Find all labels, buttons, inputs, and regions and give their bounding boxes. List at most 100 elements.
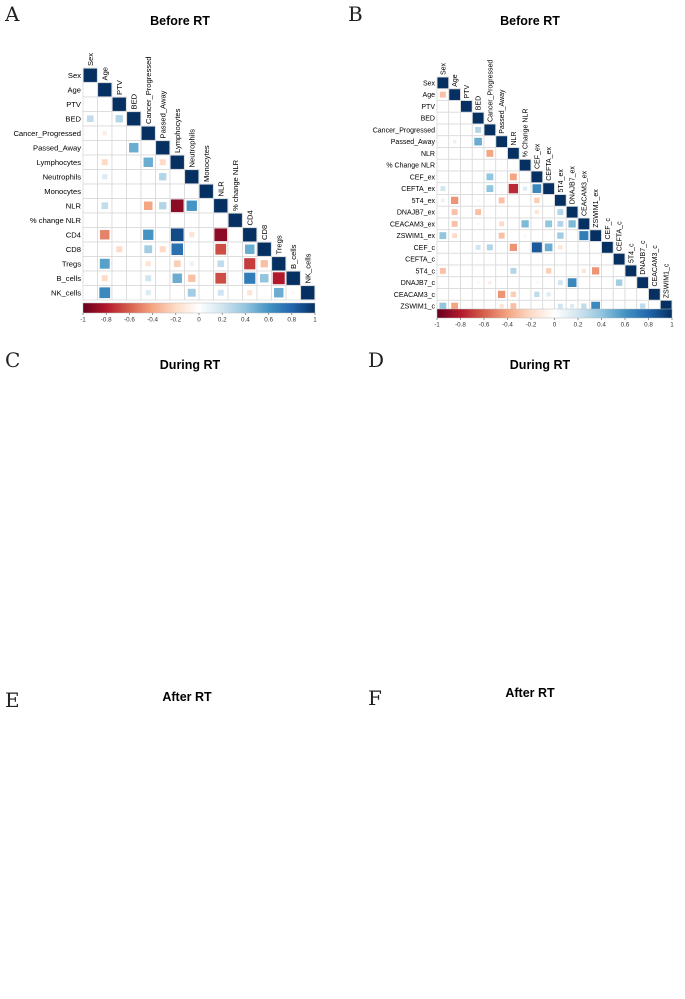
matrix-cell-outline (471, 229, 485, 242)
correlation-cell (439, 91, 446, 98)
correlation-cell (217, 289, 224, 296)
colorbar (82, 302, 316, 314)
row-label: NK_cells (51, 288, 81, 297)
correlation-cell (189, 232, 195, 238)
matrix-cell-outline (126, 285, 142, 301)
matrix-cell-outline (483, 252, 497, 266)
matrix-cell-outline (111, 212, 127, 228)
matrix-cell-outline (518, 288, 532, 301)
matrix-cell-outline (518, 205, 532, 219)
correlation-cell (102, 131, 107, 136)
correlation-cell (170, 199, 184, 213)
matrix-cell-outline (483, 288, 497, 301)
row-label: Passed_Away (391, 139, 436, 146)
correlation-cell (475, 244, 481, 250)
correlation-cell (215, 243, 227, 255)
matrix-cell-outline (436, 241, 450, 254)
correlation-cell (186, 200, 197, 211)
matrix-cell-outline (111, 169, 127, 185)
correlation-cell (545, 220, 553, 228)
correlation-cell (451, 302, 459, 310)
matrix-cell-outline (577, 276, 591, 289)
matrix-cell-outline (155, 183, 171, 199)
matrix-cell-outline (577, 288, 591, 301)
matrix-cell-outline (471, 288, 485, 301)
matrix-cell-outline (542, 229, 555, 242)
panel-letter: B (348, 2, 363, 26)
correlation-cell (568, 220, 576, 228)
correlation-cell (534, 210, 539, 215)
correlation-cell (115, 115, 123, 123)
column-label: ZSWIM1_c (664, 263, 671, 298)
matrix-cell-outline (111, 285, 127, 301)
row-label: BED (65, 114, 81, 123)
correlation-cell (173, 260, 181, 268)
colorbar-tick-label: -1 (80, 317, 86, 324)
colorbar-tick-label: -0.2 (170, 317, 181, 324)
panel-letter: C (5, 348, 21, 372)
matrix-cell-outline (495, 264, 508, 278)
matrix-cell-outline (565, 241, 579, 254)
matrix-cell-outline (126, 169, 142, 185)
matrix-cell-outline (82, 270, 98, 286)
column-label: B_cells (289, 244, 298, 269)
panel-title: During RT (509, 358, 571, 372)
row-label: PTV (421, 104, 435, 111)
matrix-cell-outline (530, 264, 544, 278)
correlation-cell (101, 202, 109, 210)
column-label: CEF_c (605, 218, 612, 240)
panel-letter: F (368, 686, 382, 710)
correlation-cell (439, 267, 446, 274)
correlation-cell (521, 220, 529, 228)
column-label: PTV (115, 79, 124, 95)
column-label: Passed_Away (158, 90, 167, 138)
correlation-cell-diagonal (519, 159, 531, 171)
panel-title: After RT (162, 690, 212, 704)
matrix-cell-outline (448, 158, 461, 172)
colorbar-tick-label: 0 (553, 322, 557, 329)
matrix-cell-outline (126, 270, 142, 286)
correlation-cell (557, 209, 564, 216)
column-label: NLR (216, 181, 225, 197)
colorbar-tick-label: -0.4 (502, 322, 513, 329)
matrix-cell-outline (97, 96, 113, 112)
matrix-cell-outline (198, 198, 214, 214)
colorbar-tick-label: 0 (197, 317, 201, 324)
correlation-cell (535, 281, 539, 284)
matrix-cell-outline (460, 217, 473, 231)
matrix-cell-outline (82, 227, 98, 243)
correlation-cell (581, 303, 587, 309)
correlation-cell (170, 228, 184, 242)
correlation-cell (534, 197, 540, 204)
column-label: CD8 (260, 225, 269, 240)
matrix-cell-outline (460, 288, 473, 301)
row-label: CEFTA_ex (401, 186, 435, 193)
correlation-cell (215, 272, 227, 284)
matrix-cell-outline (601, 288, 614, 301)
correlation-cell (214, 228, 228, 242)
matrix-cell-outline (518, 264, 532, 278)
column-label: Age (452, 74, 459, 87)
matrix-cell-outline (140, 169, 156, 185)
colorbar-tick-label: 0.2 (218, 317, 227, 324)
column-label: Age (100, 67, 109, 81)
matrix-cell-outline (126, 125, 142, 141)
matrix-cell-outline (483, 229, 497, 242)
matrix-cell-outline (97, 183, 113, 199)
correlation-cell (439, 302, 447, 310)
row-label: 5T4_ex (412, 198, 436, 205)
matrix-cell-outline (495, 158, 508, 172)
correlation-cell (534, 291, 540, 298)
correlation-cell-diagonal (257, 242, 271, 256)
matrix-cell-outline (436, 100, 450, 113)
correlation-cell (486, 173, 494, 181)
matrix-cell-outline (111, 227, 127, 243)
matrix-cell-outline (636, 288, 649, 301)
panel-a: A Before RT Sex Age PTV BED Cancer_Progresse… (0, 0, 340, 330)
matrix-cell-outline (198, 241, 214, 257)
matrix-cell-outline (97, 212, 113, 228)
matrix-cell-outline (460, 111, 473, 125)
matrix-cell-outline (530, 217, 544, 231)
matrix-cell-outline (111, 125, 127, 141)
matrix-cell-outline (227, 285, 243, 301)
